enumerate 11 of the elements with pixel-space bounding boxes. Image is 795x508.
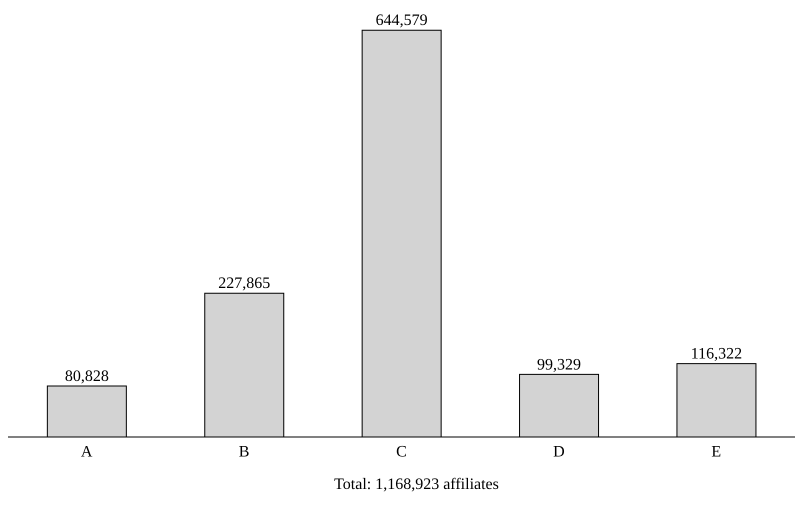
data-label: 80,828 <box>64 368 109 385</box>
x-tick-label: B <box>238 443 250 460</box>
x-tick-label: D <box>553 443 565 460</box>
data-label: 227,865 <box>218 275 270 292</box>
text: Total: 1,168,923 affiliates <box>333 476 500 494</box>
x-tick-label: A <box>80 443 93 460</box>
data-label: 99,329 <box>537 356 582 374</box>
data-label: 116,322 <box>690 346 742 363</box>
data-label: 644,579 <box>376 12 428 30</box>
x-tick-label: C <box>396 443 407 460</box>
x-tick-label: E <box>711 443 722 460</box>
